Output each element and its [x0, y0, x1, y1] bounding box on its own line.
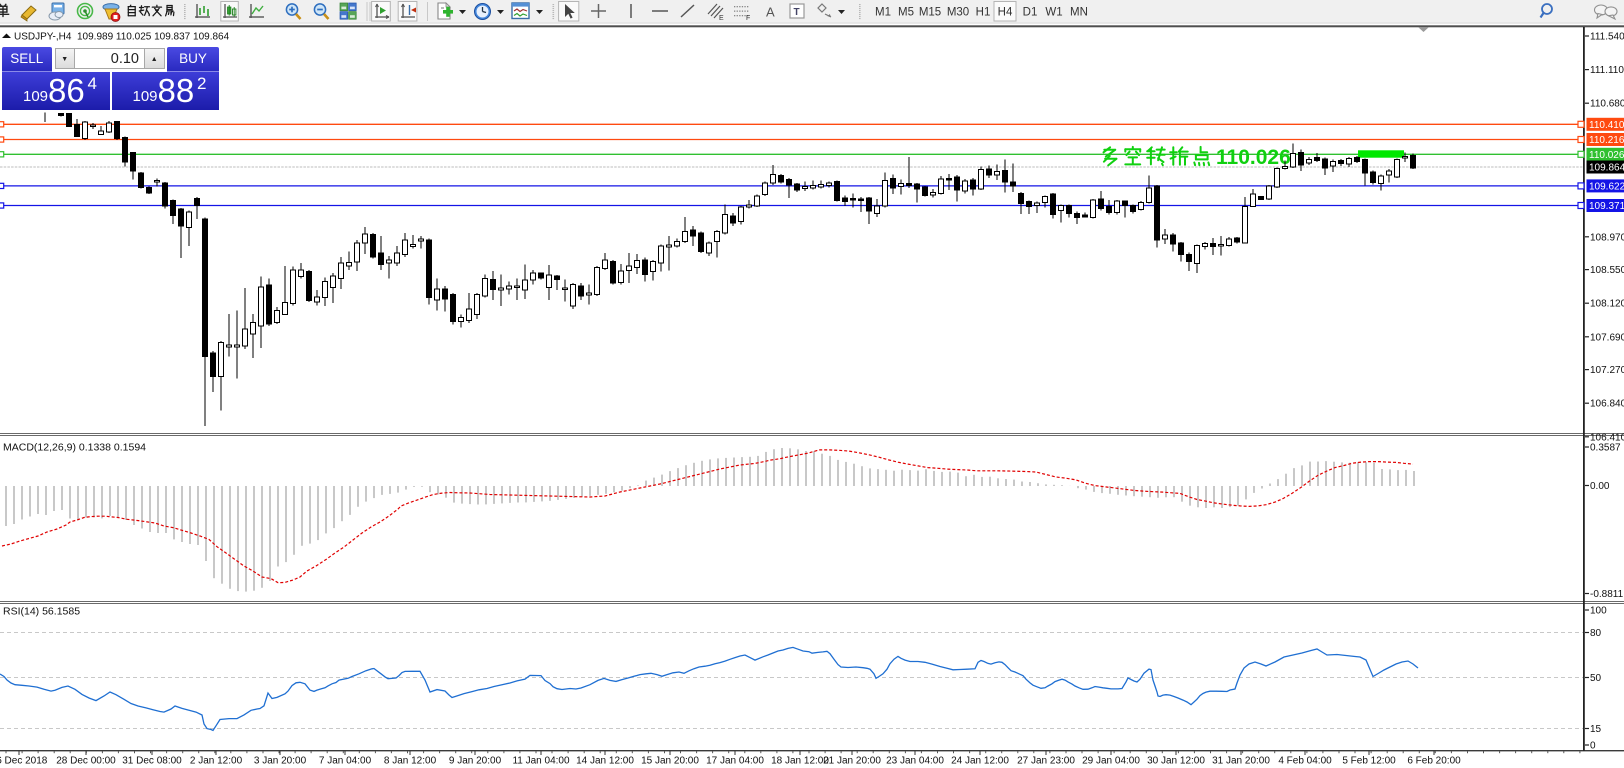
svg-text:2 Jan 12:00: 2 Jan 12:00: [190, 756, 243, 767]
svg-text:106.840: 106.840: [1590, 399, 1624, 410]
svg-text:USDJPY-,H4 109.989 110.025 10: USDJPY-,H4 109.989 110.025 109.837 109.8…: [14, 32, 230, 43]
svg-text:11 Jan 04:00: 11 Jan 04:00: [512, 756, 570, 767]
svg-text:0.3587: 0.3587: [1590, 443, 1621, 454]
svg-text:109.371: 109.371: [1589, 201, 1624, 212]
svg-text:M5: M5: [898, 7, 914, 19]
svg-text:108.120: 108.120: [1590, 299, 1624, 310]
svg-text:28 Dec 00:00: 28 Dec 00:00: [56, 756, 116, 767]
svg-text:7 Jan 04:00: 7 Jan 04:00: [319, 756, 372, 767]
svg-text:100: 100: [1590, 606, 1607, 617]
svg-text:0: 0: [1590, 741, 1596, 752]
svg-text:RSI(14) 56.1585: RSI(14) 56.1585: [3, 606, 80, 618]
svg-text:M30: M30: [947, 7, 969, 19]
svg-text:110.680: 110.680: [1590, 99, 1624, 110]
svg-text:31 Dec 08:00: 31 Dec 08:00: [122, 756, 182, 767]
svg-text:9 Jan 20:00: 9 Jan 20:00: [449, 756, 502, 767]
svg-text:5 Feb 12:00: 5 Feb 12:00: [1342, 756, 1396, 767]
svg-text:29 Jan 04:00: 29 Jan 04:00: [1082, 756, 1140, 767]
svg-text:F: F: [746, 15, 750, 22]
svg-text:110.026: 110.026: [1589, 150, 1624, 161]
svg-text:-0.8811: -0.8811: [1590, 589, 1624, 600]
svg-text:30 Jan 12:00: 30 Jan 12:00: [1147, 756, 1205, 767]
svg-text:H4: H4: [998, 7, 1013, 19]
svg-text:MN: MN: [1070, 7, 1088, 19]
svg-text:W1: W1: [1045, 7, 1062, 19]
svg-text:D1: D1: [1023, 7, 1038, 19]
svg-text:107.690: 107.690: [1590, 332, 1624, 343]
svg-text:109.622: 109.622: [1589, 181, 1624, 192]
svg-text:T: T: [794, 7, 800, 18]
svg-text:14 Jan 12:00: 14 Jan 12:00: [576, 756, 634, 767]
svg-text:0.00: 0.00: [1590, 481, 1610, 492]
svg-text:4 Feb 04:00: 4 Feb 04:00: [1278, 756, 1332, 767]
svg-text:M15: M15: [919, 7, 941, 19]
svg-text:15: 15: [1590, 724, 1602, 735]
svg-text:31 Jan 20:00: 31 Jan 20:00: [1212, 756, 1270, 767]
svg-text:15 Jan 20:00: 15 Jan 20:00: [641, 756, 699, 767]
svg-text:6 Feb 20:00: 6 Feb 20:00: [1407, 756, 1461, 767]
svg-text:21 Jan 20:00: 21 Jan 20:00: [823, 756, 881, 767]
svg-text:18 Jan 12:00: 18 Jan 12:00: [771, 756, 829, 767]
svg-text:8 Jan 12:00: 8 Jan 12:00: [384, 756, 437, 767]
svg-text:3 Jan 20:00: 3 Jan 20:00: [254, 756, 307, 767]
svg-text:110.410: 110.410: [1589, 120, 1624, 131]
svg-text:108.550: 108.550: [1590, 265, 1624, 276]
svg-text:17 Jan 04:00: 17 Jan 04:00: [706, 756, 764, 767]
svg-text:50: 50: [1590, 673, 1602, 684]
svg-text:E: E: [719, 15, 724, 22]
svg-text:110.026: 110.026: [1216, 146, 1291, 169]
svg-text:108.970: 108.970: [1590, 232, 1624, 243]
svg-text:23 Jan 04:00: 23 Jan 04:00: [886, 756, 944, 767]
svg-text:24 Jan 12:00: 24 Jan 12:00: [951, 756, 1009, 767]
svg-text:106.410: 106.410: [1590, 432, 1624, 443]
svg-text:80: 80: [1590, 628, 1602, 639]
svg-text:27 Jan 23:00: 27 Jan 23:00: [1017, 756, 1075, 767]
svg-text:111.540: 111.540: [1590, 32, 1624, 43]
svg-text:110.216: 110.216: [1589, 135, 1624, 146]
svg-text:107.270: 107.270: [1590, 365, 1624, 376]
svg-text:MACD(12,26,9) 0.1338 0.1594: MACD(12,26,9) 0.1338 0.1594: [3, 442, 146, 454]
svg-text:26 Dec 2018: 26 Dec 2018: [0, 756, 48, 767]
svg-text:111.110: 111.110: [1590, 65, 1624, 76]
svg-text:A: A: [766, 5, 775, 20]
svg-text:109.864: 109.864: [1589, 163, 1624, 174]
svg-text:H1: H1: [976, 7, 991, 19]
svg-text:M1: M1: [875, 7, 891, 19]
